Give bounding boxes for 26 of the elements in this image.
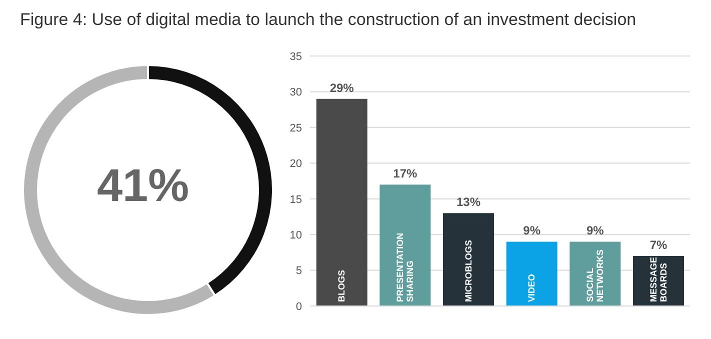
data-label: 29% — [330, 80, 354, 95]
x-tick-label: VIDEO — [526, 274, 537, 302]
text: Figure 4: Use of digital media to launch the construction of an investment decision — [20, 10, 636, 30]
data-label: 17% — [393, 166, 418, 181]
y-tick-label: 35 — [290, 50, 302, 63]
data-label: 13% — [456, 195, 481, 210]
data-label: 9% — [586, 224, 604, 238]
y-tick-label: 20 — [290, 158, 302, 170]
x-tick-label: SOCIAL NETWORKS — [585, 250, 605, 302]
text: 41% — [96, 159, 190, 211]
data-label: 9% — [523, 224, 541, 238]
y-tick-label: 5 — [296, 265, 302, 278]
y-tick-label: 30 — [290, 86, 302, 99]
y-tick-label: 15 — [290, 194, 302, 206]
x-tick-label: MICROBLOGS — [463, 240, 474, 302]
y-tick-label: 25 — [290, 122, 302, 134]
x-tick-label: MESSAGE BOARDS — [648, 256, 668, 302]
bar — [380, 184, 431, 306]
bar — [506, 242, 558, 306]
bar — [443, 213, 494, 306]
x-tick-label: PRESENTATION SHARING — [395, 232, 415, 302]
y-tick-label: 0 — [296, 300, 302, 313]
x-tick-label: BLOGS — [336, 270, 347, 302]
bar — [316, 98, 368, 306]
y-tick-label: 10 — [290, 229, 302, 242]
data-label: 7% — [650, 238, 668, 252]
